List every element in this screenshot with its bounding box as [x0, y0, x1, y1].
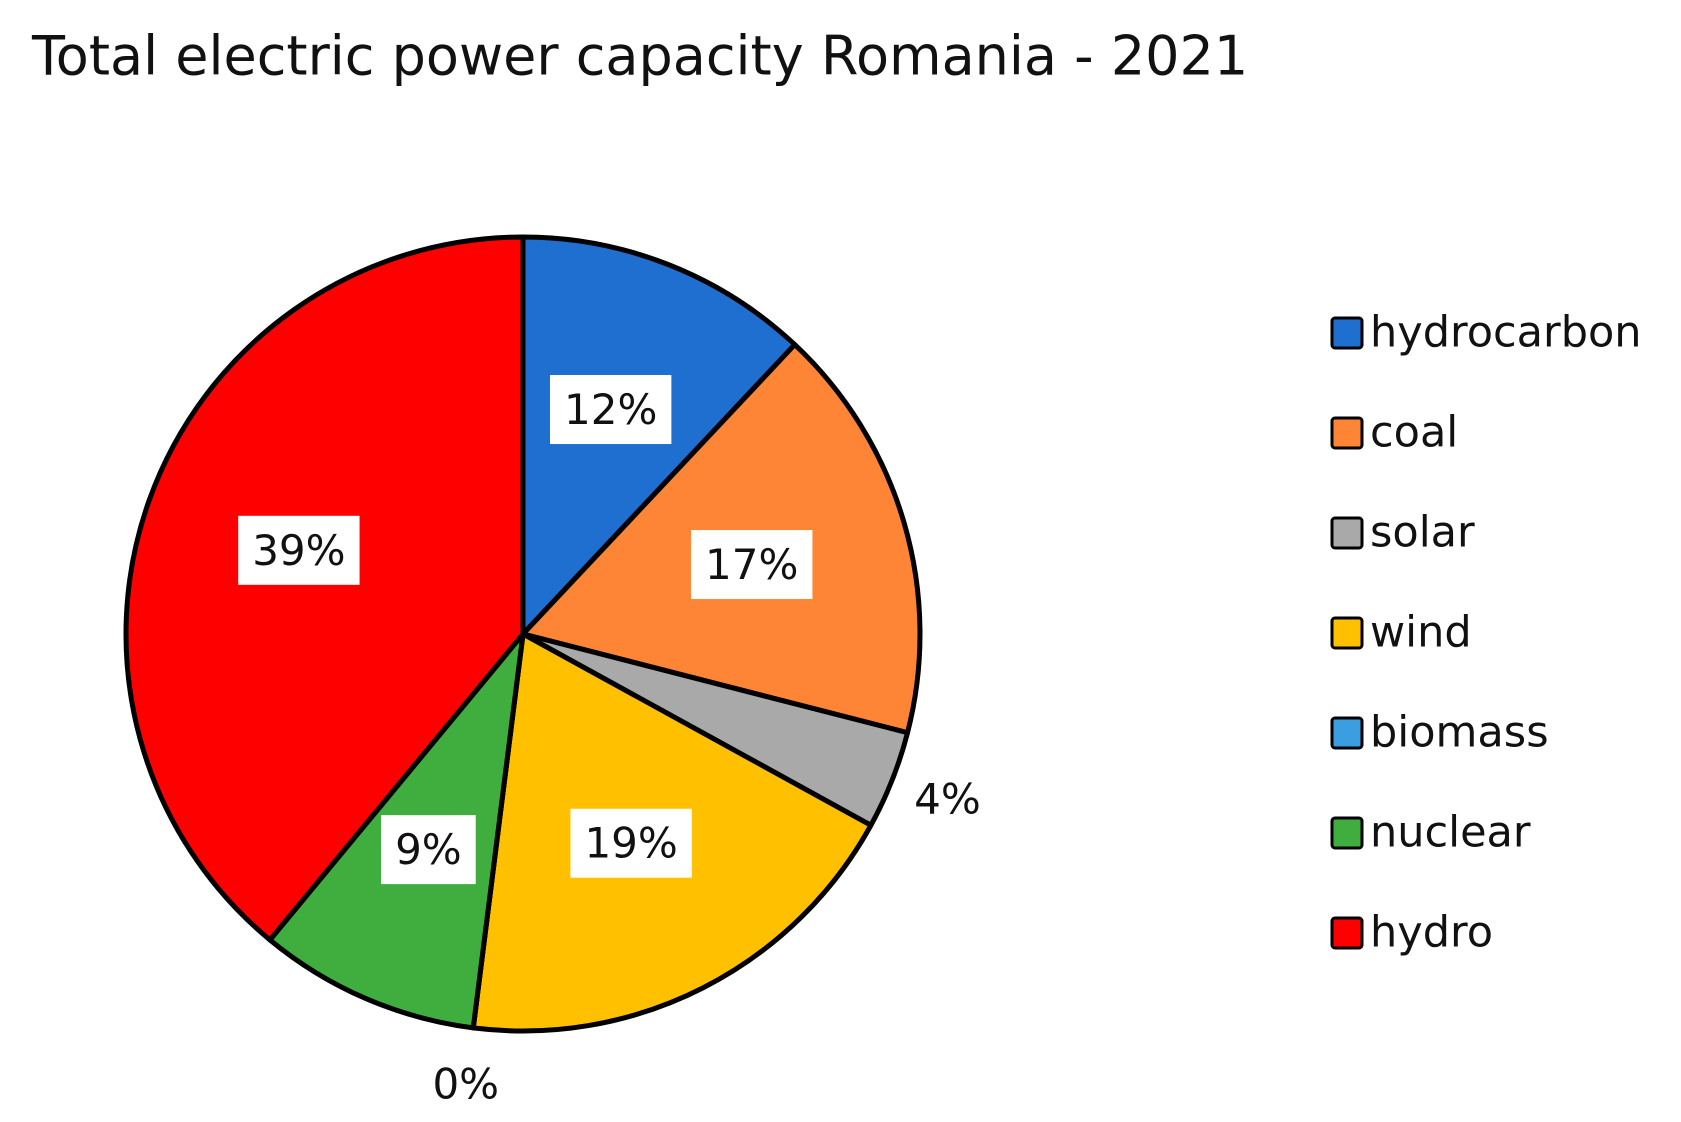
data-label: 4% [914, 775, 981, 824]
legend-label: nuclear [1370, 808, 1531, 858]
data-label-box [691, 530, 813, 600]
legend-swatch [1330, 516, 1364, 550]
legend-label: solar [1370, 508, 1475, 558]
data-label-box [238, 515, 360, 585]
legend-label: coal [1370, 408, 1458, 458]
legend-label: biomass [1370, 708, 1549, 758]
data-label: 0% [432, 1059, 499, 1108]
data-label: 39% [252, 526, 345, 575]
legend-swatch [1330, 416, 1364, 450]
legend-swatch [1330, 916, 1364, 950]
legend-swatch [1330, 616, 1364, 650]
data-label: 19% [584, 819, 677, 868]
legend-swatch [1330, 816, 1364, 850]
data-label-box [570, 808, 692, 878]
data-label: 17% [705, 540, 798, 589]
data-label: 12% [564, 385, 657, 434]
legend-label: hydro [1370, 908, 1493, 958]
pie-slice [123, 234, 526, 943]
data-label: 9% [395, 825, 462, 874]
legend-swatch [1330, 716, 1364, 750]
legend-label: wind [1370, 608, 1472, 658]
legend-swatch [1330, 316, 1364, 350]
legend-label: hydrocarbon [1370, 308, 1642, 358]
data-label-box [550, 375, 672, 445]
data-label-box [381, 815, 476, 885]
chart-title: Total electric power capacity Romania - … [31, 25, 1248, 88]
